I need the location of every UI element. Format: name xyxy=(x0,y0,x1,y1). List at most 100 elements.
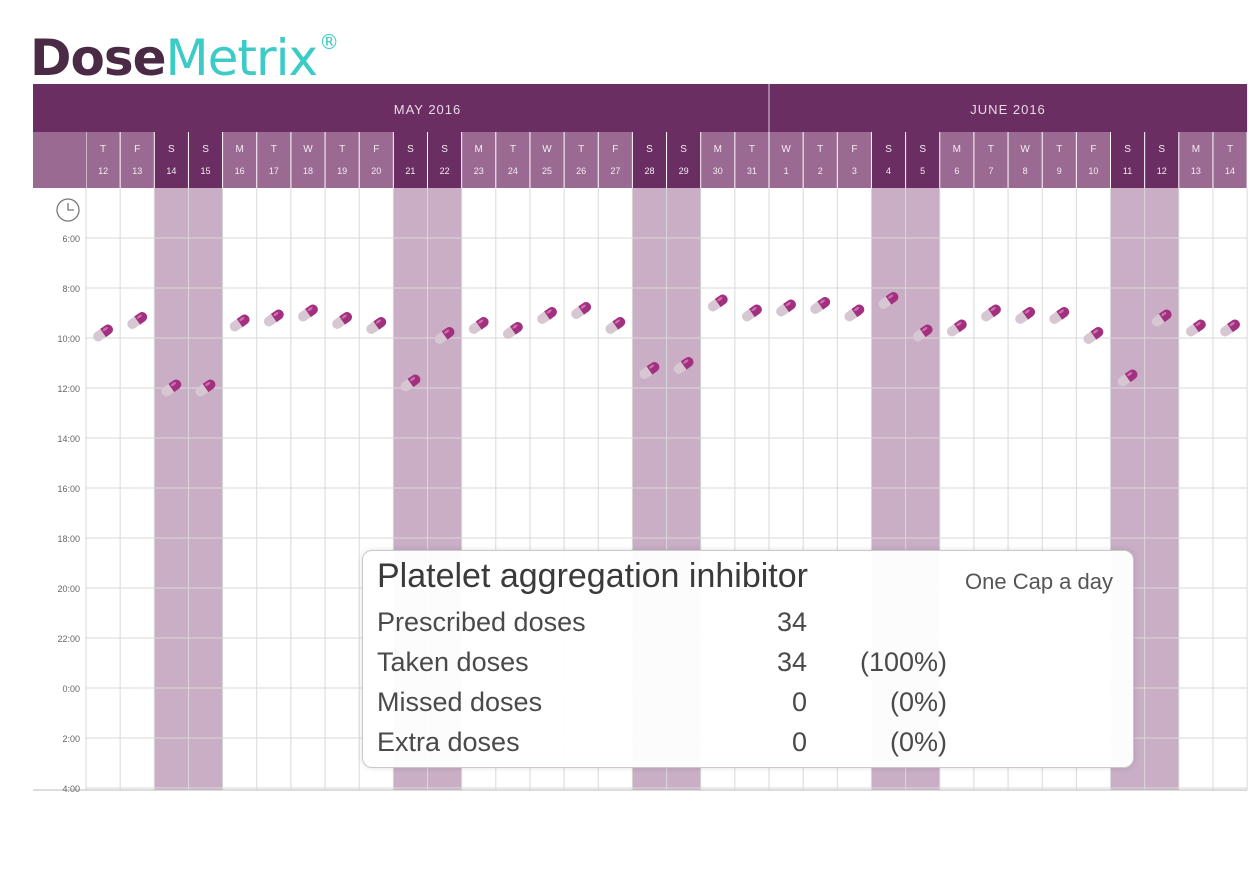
day-of-week-label: T xyxy=(510,144,516,155)
day-date-label: 13 xyxy=(132,166,142,176)
y-tick-label: 14:00 xyxy=(57,434,80,444)
pill-highlight xyxy=(1127,372,1133,377)
pill-cap xyxy=(919,324,933,338)
dose-pill-marker xyxy=(981,304,1001,322)
month-bar xyxy=(86,84,769,132)
day-header-cell xyxy=(667,132,701,188)
dose-pill-marker xyxy=(1049,307,1070,324)
day-date-label: 12 xyxy=(1157,166,1167,176)
day-date-label: 21 xyxy=(405,166,415,176)
pill-highlight xyxy=(546,309,552,314)
day-date-label: 12 xyxy=(98,166,108,176)
pill-cap xyxy=(100,324,113,338)
day-of-week-label: T xyxy=(817,144,823,155)
day-date-label: 20 xyxy=(371,166,381,176)
pill-highlight xyxy=(649,364,655,369)
dose-pill-marker xyxy=(298,304,318,322)
dose-pill-marker xyxy=(1015,307,1036,324)
day-date-label: 6 xyxy=(954,166,959,176)
y-tick-label: 0:00 xyxy=(62,684,80,694)
dose-pill-marker xyxy=(468,317,489,334)
day-of-week-label: T xyxy=(100,144,106,155)
dose-pill-marker xyxy=(707,294,728,312)
day-header-cell xyxy=(1145,132,1179,188)
y-tick-label: 4:00 xyxy=(62,784,80,794)
day-date-label: 3 xyxy=(852,166,857,176)
month-bar xyxy=(769,84,1248,132)
pill-cap xyxy=(544,307,557,320)
day-header-cell xyxy=(1213,132,1247,188)
pill-cap xyxy=(1090,327,1104,340)
dose-pill-marker xyxy=(93,324,113,342)
pill-highlight xyxy=(307,307,313,312)
day-date-label: 24 xyxy=(508,166,518,176)
day-of-week-label: S xyxy=(885,144,892,155)
pill-highlight xyxy=(409,377,416,382)
day-of-week-label: S xyxy=(202,144,209,155)
pill-highlight xyxy=(1058,309,1064,314)
pill-cap xyxy=(407,374,421,388)
pill-highlight xyxy=(614,319,621,324)
day-of-week-label: M xyxy=(953,144,961,155)
day-header-cell xyxy=(496,132,530,188)
pill-cap xyxy=(270,309,284,323)
day-date-label: 28 xyxy=(644,166,654,176)
dose-pill-marker xyxy=(810,297,831,314)
app-logo: DoseMetrix ® xyxy=(30,12,339,88)
day-header-cell xyxy=(1076,132,1110,188)
summary-row-value: 34 xyxy=(776,607,807,637)
pill-cap xyxy=(612,317,626,330)
dose-pill-marker xyxy=(263,309,284,327)
dose-pill-marker xyxy=(229,314,250,332)
dose-pill-marker xyxy=(195,379,216,397)
summary-row-value: 0 xyxy=(791,687,807,717)
day-header-cell xyxy=(564,132,598,188)
day-header-cell xyxy=(871,132,906,188)
day-of-week-label: F xyxy=(134,144,140,155)
summary-row-value: 34 xyxy=(776,647,807,677)
day-of-week-label: M xyxy=(1192,144,1200,155)
pill-highlight xyxy=(751,307,757,312)
dose-pill-marker xyxy=(605,317,626,334)
day-date-label: 4 xyxy=(886,166,891,176)
dose-pill-marker xyxy=(878,292,899,309)
pill-cap xyxy=(202,379,216,393)
day-of-week-label: W xyxy=(781,144,791,155)
pill-highlight xyxy=(239,317,245,322)
summary-row-missed: Missed doses 0 (0%) xyxy=(377,687,1117,727)
pill-cap xyxy=(441,327,455,340)
y-tick-label: 8:00 xyxy=(62,284,80,294)
day-header-cell xyxy=(223,132,257,188)
pill-highlight xyxy=(580,304,586,309)
day-of-week-label: W xyxy=(1020,144,1030,155)
summary-row-percent: (0%) xyxy=(889,687,947,717)
day-header-cell xyxy=(462,132,496,188)
pill-highlight xyxy=(990,307,996,312)
day-of-week-label: F xyxy=(612,144,618,155)
pill-cap xyxy=(646,362,660,375)
pill-highlight xyxy=(375,319,381,324)
dose-pill-marker xyxy=(366,317,387,334)
day-date-label: 31 xyxy=(747,166,757,176)
day-header-cell xyxy=(154,132,188,188)
day-date-label: 9 xyxy=(1057,166,1062,176)
pill-cap xyxy=(1158,309,1172,323)
summary-row-label: Taken doses xyxy=(377,647,529,677)
dose-pill-marker xyxy=(1220,319,1240,337)
day-header-cell xyxy=(325,132,359,188)
day-of-week-label: T xyxy=(1056,144,1062,155)
pill-highlight xyxy=(444,329,450,334)
pill-highlight xyxy=(273,312,279,317)
day-of-week-label: T xyxy=(578,144,584,155)
day-of-week-label: T xyxy=(339,144,345,155)
pill-highlight xyxy=(922,327,928,332)
dose-pill-marker xyxy=(844,304,865,322)
dose-pill-marker xyxy=(639,362,660,379)
day-date-label: 7 xyxy=(988,166,993,176)
pill-highlight xyxy=(956,322,962,327)
dose-pill-marker xyxy=(400,374,421,392)
day-date-label: 2 xyxy=(818,166,823,176)
day-header-cell xyxy=(837,132,871,188)
day-date-label: 18 xyxy=(303,166,313,176)
day-header-cell xyxy=(428,132,462,188)
